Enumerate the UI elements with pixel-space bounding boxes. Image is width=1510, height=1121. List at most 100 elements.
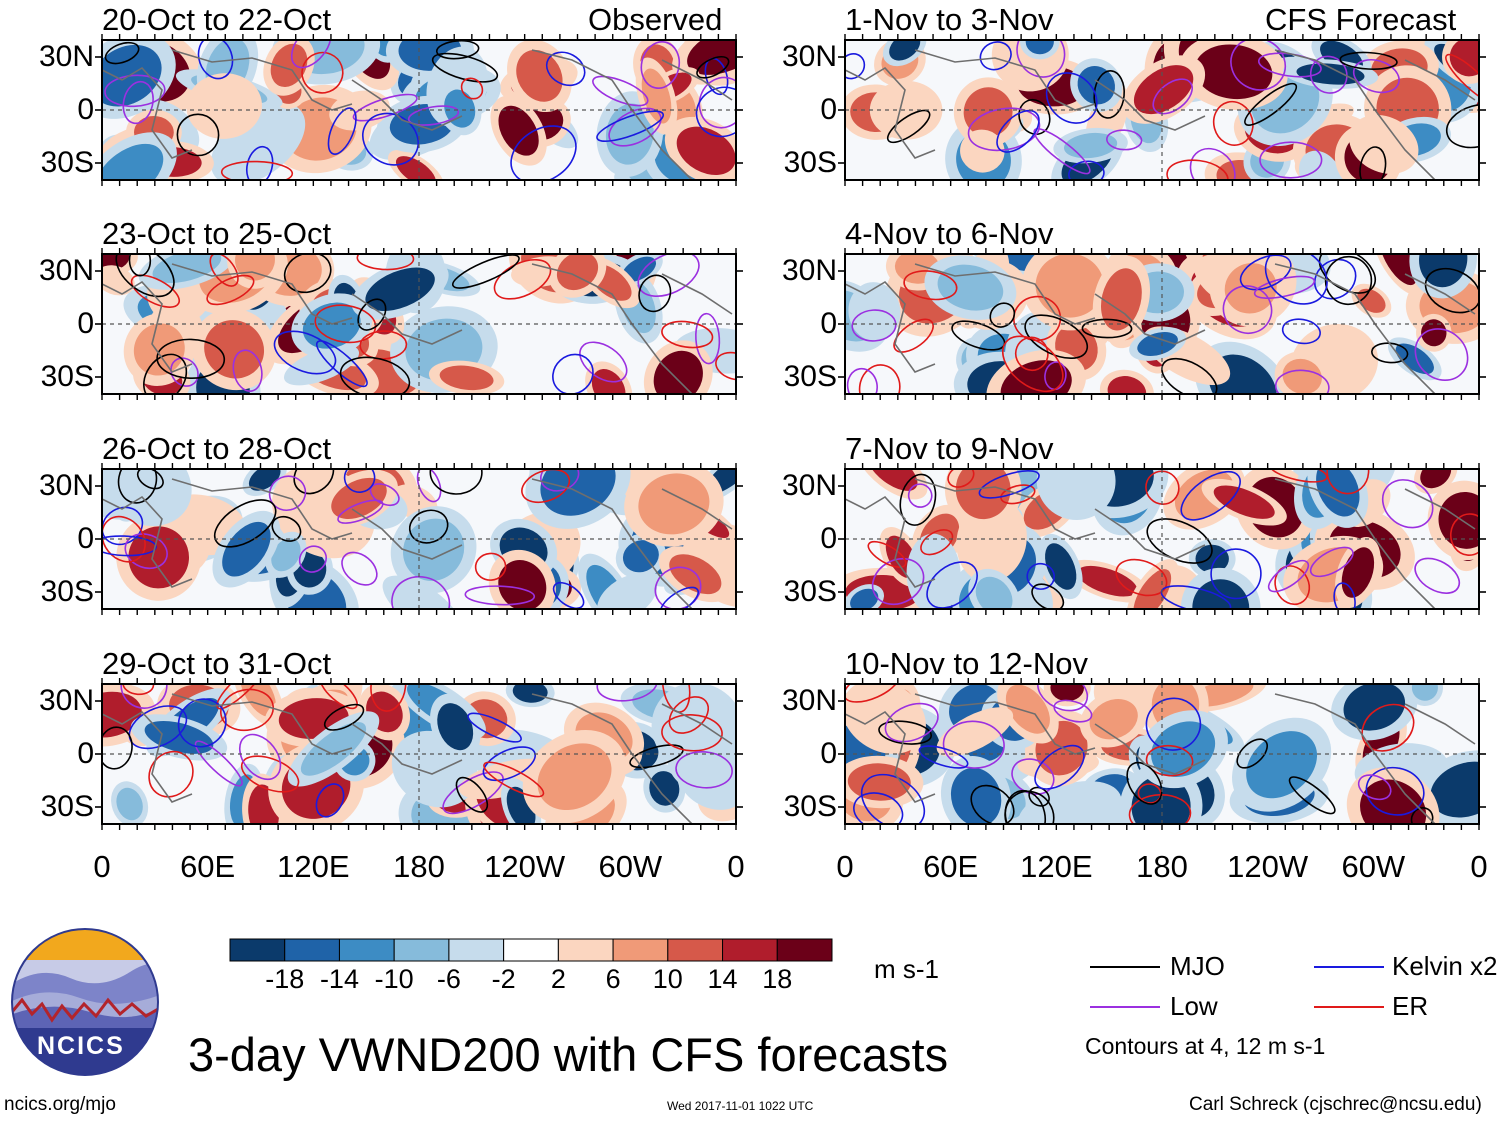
legend-line-mjo	[1090, 966, 1160, 968]
wave-contour	[343, 469, 376, 494]
wave-contour	[293, 469, 335, 495]
wave-contour	[102, 515, 146, 563]
anomaly-core	[1430, 761, 1479, 818]
colorbar-swatch	[667, 938, 724, 962]
anomaly-core	[1195, 544, 1229, 573]
wave-contour	[1189, 147, 1236, 180]
lat-tick-label: 0	[77, 93, 94, 126]
anomaly-core	[102, 691, 142, 738]
page-title: 3-day VWND200 with CFS forecasts	[188, 1028, 949, 1081]
wave-contour	[315, 783, 345, 818]
wave-contour	[128, 254, 152, 277]
anomaly-core	[1296, 63, 1365, 85]
anomaly-core	[605, 580, 649, 609]
footer-url: ncics.org/mjo	[4, 1094, 116, 1115]
anomaly-core	[1343, 684, 1406, 731]
wave-contour	[608, 107, 662, 147]
wave-contour	[464, 585, 536, 606]
wave-contour	[926, 561, 978, 609]
anomaly-core	[204, 320, 265, 379]
wave-contour	[1381, 479, 1434, 529]
wave-contour	[408, 509, 449, 544]
wave-contour	[918, 745, 969, 769]
wave-contour	[1445, 53, 1479, 105]
wave-contour	[216, 684, 265, 710]
wave-contour	[407, 105, 460, 126]
colorbar-tick-label: 2	[550, 964, 566, 994]
wave-contour	[315, 340, 368, 388]
anomaly-core	[622, 256, 657, 282]
coastline	[845, 495, 936, 588]
coastline	[1404, 488, 1476, 530]
wave-contour	[455, 776, 489, 813]
wave-contour	[136, 469, 164, 490]
coastline	[171, 263, 353, 325]
wave-contour	[1128, 793, 1192, 824]
anomaly-core	[1100, 268, 1142, 331]
legend-label-low: Low	[1170, 991, 1218, 1021]
wave-contour	[1414, 328, 1469, 382]
anomaly-core	[1137, 332, 1178, 356]
wave-contour	[483, 761, 545, 798]
lat-tick-label: 30S	[40, 360, 94, 393]
lon-tick-label: 120E	[1020, 849, 1093, 884]
footer-author: Carl Schreck (cjschrec@ncsu.edu)	[1189, 1094, 1482, 1115]
panel-title: 26-Oct to 28-Oct	[102, 431, 332, 466]
anomaly-core	[102, 143, 164, 180]
coastline	[351, 79, 463, 131]
wave-contour	[942, 720, 1005, 769]
anomaly-core	[1025, 40, 1054, 55]
wave-contour	[273, 330, 337, 375]
anomaly-core	[271, 538, 301, 572]
anomaly-core	[540, 469, 616, 516]
lat-tick-label: 30N	[38, 254, 94, 287]
wave-contour	[170, 357, 199, 387]
wave-contour	[327, 107, 357, 155]
wave-contour	[1230, 40, 1287, 91]
wave-contour	[268, 475, 307, 511]
colorbar-swatch	[776, 938, 833, 962]
anomaly-core	[102, 254, 130, 272]
colorbar-swatch	[338, 938, 395, 962]
anomaly-core	[235, 254, 275, 281]
colorbar-swatch	[229, 938, 286, 962]
anomaly-core	[439, 365, 494, 391]
wave-contour	[860, 773, 926, 824]
colorbar-tick-label: 18	[762, 964, 793, 994]
lat-tick-label: 30S	[783, 790, 837, 823]
anomaly-core	[1282, 358, 1322, 394]
lon-tick-label: 120W	[484, 849, 566, 884]
wave-contour	[1045, 72, 1098, 124]
wave-contour	[323, 703, 365, 731]
anomaly-core	[152, 254, 222, 283]
lat-tick-label: 0	[820, 522, 837, 555]
anomaly-core	[855, 290, 893, 333]
wave-contour	[319, 684, 358, 710]
anomaly-core	[1050, 684, 1084, 702]
panel-title: 23-Oct to 25-Oct	[102, 216, 332, 251]
wave-contour	[659, 586, 699, 609]
wave-contour	[552, 353, 594, 394]
coastline	[351, 723, 463, 775]
wave-contour	[1145, 744, 1194, 777]
wave-contour	[858, 364, 901, 394]
anomaly-core	[955, 469, 1011, 520]
coastline	[102, 280, 193, 373]
anomaly-core	[393, 584, 452, 609]
coastline	[1094, 723, 1206, 775]
wave-contour	[1180, 470, 1241, 521]
wave-contour	[1004, 789, 1047, 824]
coastline	[171, 478, 353, 540]
wave-contour	[1152, 78, 1193, 115]
coastline	[171, 49, 353, 111]
lat-tick-label: 30N	[38, 40, 94, 73]
wave-contour	[341, 551, 378, 586]
map-panel	[838, 248, 1486, 400]
lat-tick-label: 30S	[40, 790, 94, 823]
coastline	[1274, 693, 1436, 824]
anomaly-core	[975, 576, 1013, 609]
wave-contour	[197, 40, 234, 80]
wave-contour	[903, 270, 958, 301]
wave-contour	[1445, 103, 1479, 149]
wave-contour	[845, 53, 866, 80]
